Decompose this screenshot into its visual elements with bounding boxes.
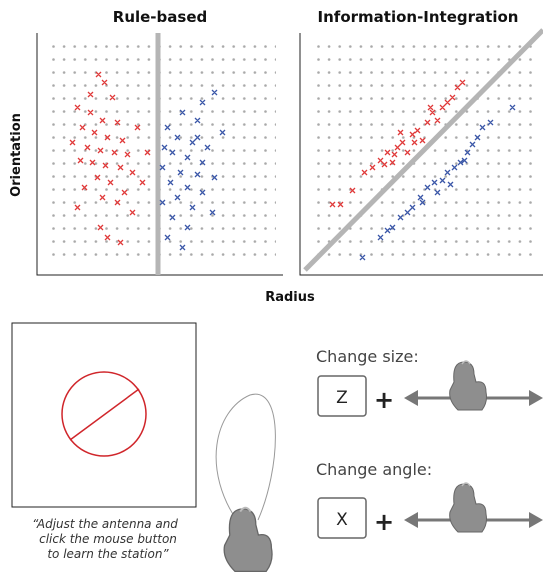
control-label: Change size: xyxy=(316,347,419,366)
control-label: Change angle: xyxy=(316,460,432,479)
panel-title: Information-Integration xyxy=(318,8,519,26)
right-panel xyxy=(299,28,543,276)
task-display xyxy=(11,322,197,508)
left-panel xyxy=(36,33,283,276)
key-label: Z xyxy=(336,388,348,408)
control-angle: Change angle: X + xyxy=(316,460,543,539)
x-axis-label: Radius xyxy=(265,290,315,305)
key-label: X xyxy=(336,510,348,530)
panel-title: Rule-based xyxy=(113,8,207,26)
caption-line: click the mouse button xyxy=(39,532,177,546)
y-axis-label: Orientation xyxy=(9,113,24,197)
plus-sign: + xyxy=(374,508,394,536)
mouse xyxy=(215,393,276,573)
control-size: Change size: Z + xyxy=(316,347,543,417)
plus-sign: + xyxy=(374,386,394,414)
caption-line: “Adjust the antenna and xyxy=(32,517,178,531)
caption-line: to learn the station” xyxy=(47,547,169,561)
